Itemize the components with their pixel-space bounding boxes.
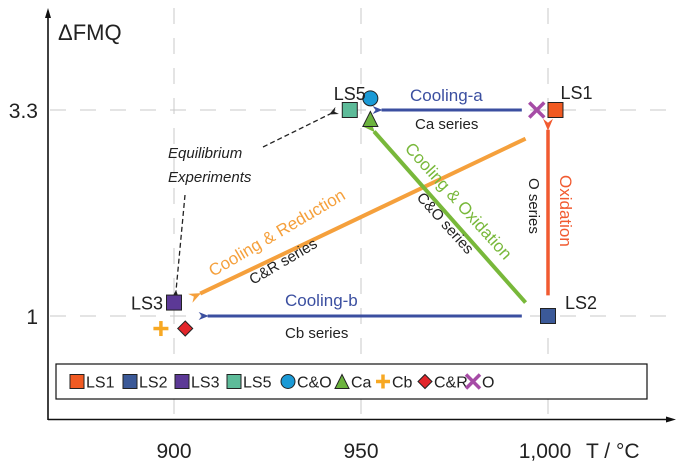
- legend-item-ls3: LS3: [174, 374, 220, 392]
- legend-marker-cb: [376, 374, 390, 389]
- arrow-cooling-oxidation: [363, 119, 528, 304]
- point-c-o: [362, 90, 379, 107]
- y-tick-labels: 13.3: [9, 100, 38, 329]
- legend-box: [55, 363, 648, 400]
- cooling-a-label: Cooling-a: [410, 86, 483, 105]
- data-points: [153, 90, 564, 337]
- legend: LS1 LS2 LS3 LS5 C&O Ca Cb C&R O: [55, 363, 648, 400]
- legend-label: LS5: [243, 375, 272, 392]
- legend-item-c-o: C&O: [280, 374, 332, 392]
- y-axis-label: ΔFMQ: [58, 20, 122, 45]
- point-label-ls2: LS2: [565, 293, 597, 313]
- legend-label: LS3: [191, 375, 220, 392]
- legend-marker-o: [464, 373, 482, 390]
- x-axis-arrowhead: [666, 416, 676, 423]
- point-o-b: [528, 101, 546, 119]
- legend-marker-ls3: [174, 374, 190, 389]
- legend-label: C&R: [434, 375, 468, 392]
- grid-lines: [50, 8, 670, 418]
- legend-item-c-r: C&R: [417, 373, 468, 392]
- cb-series-label: Cb series: [285, 325, 348, 342]
- legend-label: LS1: [86, 375, 115, 392]
- legend-label: Ca: [351, 375, 372, 392]
- point-ls3: [166, 294, 182, 311]
- x-tick-label: 1,000: [519, 440, 572, 463]
- point-ca: [362, 110, 379, 127]
- legend-item-ls5: LS5: [226, 374, 272, 392]
- ca-series-label: Ca series: [415, 116, 478, 133]
- legend-marker-ca: [334, 373, 350, 389]
- legend-marker-ls2: [122, 374, 138, 389]
- legend-label: LS2: [139, 375, 168, 392]
- legend-item-cb: Cb: [376, 374, 413, 392]
- arrow-labels: Cooling-a Ca series Cooling-b Cb series …: [205, 86, 575, 342]
- legend-label: C&O: [297, 375, 332, 392]
- arrow-cooling-reduction: [188, 136, 527, 303]
- x-tick-label: 900: [156, 440, 191, 463]
- legend-label: O: [482, 375, 494, 392]
- point-label-ls1: LS1: [560, 83, 592, 103]
- x-axis-label: T / °C: [586, 440, 640, 463]
- legend-marker-o-b: [464, 373, 482, 390]
- o-series-label: O series: [525, 178, 542, 234]
- y-tick-label: 1: [26, 306, 38, 329]
- point-ls2: [540, 308, 556, 324]
- point-label-ls3: LS3: [131, 294, 163, 314]
- legend-marker-ls5: [226, 374, 242, 389]
- legend-item-ls2: LS2: [122, 374, 168, 392]
- annotation-arrow-to-ls3: [171, 194, 186, 300]
- point-c-r: [177, 320, 194, 337]
- point-ls1: [547, 102, 564, 118]
- cooling-b-label: Cooling-b: [285, 291, 358, 310]
- arrows: [188, 106, 553, 320]
- point-labels: LS1 LS2 LS3 LS5: [131, 83, 597, 314]
- equilibrium-annotation: Equilibrium Experiments: [168, 106, 339, 300]
- point-o: [528, 101, 546, 119]
- annotation-line1: Equilibrium: [168, 145, 242, 162]
- point-label-ls5: LS5: [334, 84, 366, 104]
- legend-item-ca: Ca: [334, 373, 372, 392]
- axes: [45, 8, 676, 423]
- legend-label: Cb: [392, 375, 413, 392]
- annotation-line2: Experiments: [168, 169, 252, 186]
- y-tick-label: 3.3: [9, 100, 38, 123]
- annotation-arrow-to-ls5: [262, 106, 339, 148]
- y-axis-arrowhead: [45, 8, 51, 18]
- x-tick-labels: 900 950 1,000: [156, 440, 571, 463]
- legend-marker-c-r: [417, 373, 433, 390]
- point-cb: [153, 321, 169, 337]
- oxidation-label: Oxidation: [556, 175, 575, 247]
- point-ls5: [341, 102, 358, 118]
- legend-item-o: O: [464, 373, 494, 392]
- x-tick-label: 950: [343, 440, 378, 463]
- legend-marker-c-o: [280, 374, 296, 389]
- legend-item-ls1: LS1: [69, 374, 115, 392]
- legend-marker-ls1: [69, 374, 85, 389]
